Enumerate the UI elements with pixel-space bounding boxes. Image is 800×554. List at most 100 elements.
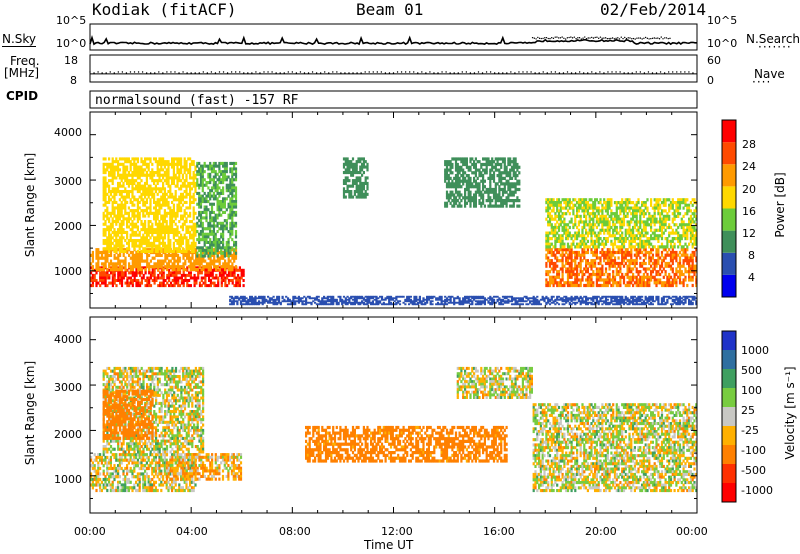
power-cell	[590, 275, 593, 279]
power-cell	[680, 270, 683, 274]
power-cell	[172, 247, 175, 251]
power-cell	[171, 230, 174, 234]
power-cell	[111, 271, 114, 275]
power-cell	[366, 184, 369, 188]
power-cell	[682, 283, 685, 288]
power-cell	[444, 176, 447, 180]
power-cell	[597, 242, 600, 246]
power-cell	[601, 228, 604, 232]
power-cell	[592, 214, 595, 218]
power-cell	[204, 265, 207, 269]
power-cell	[199, 213, 203, 217]
power-cell	[570, 234, 573, 238]
power-cell	[117, 273, 120, 277]
power-cell	[231, 178, 234, 182]
power-cell	[104, 281, 107, 285]
power-cell	[183, 171, 186, 175]
power-cell	[109, 236, 112, 240]
power-cell	[590, 248, 593, 252]
power-cell	[633, 275, 636, 279]
power-cell	[682, 272, 685, 277]
power-cell	[192, 160, 195, 164]
power-cell	[619, 223, 622, 227]
power-cell	[140, 187, 143, 191]
power-cell	[122, 217, 125, 221]
power-cbar-tick-2: 20	[742, 183, 756, 196]
power-cell	[203, 240, 206, 244]
power-cell	[153, 262, 156, 266]
power-cell	[185, 225, 188, 229]
power-cell	[223, 210, 226, 214]
power-cell	[653, 209, 656, 213]
power-cell	[220, 208, 223, 212]
power-cell	[142, 160, 145, 164]
power-cell	[205, 194, 208, 198]
power-cell	[550, 259, 553, 263]
power-cell	[139, 281, 142, 285]
power-cell	[655, 259, 658, 263]
power-cell	[604, 214, 608, 218]
power-cell	[501, 187, 505, 192]
power-cell	[644, 283, 647, 288]
power-cell	[691, 261, 694, 266]
power-cell	[148, 281, 151, 285]
power-cell	[220, 232, 223, 236]
power-cell	[178, 187, 181, 191]
power-cell	[597, 245, 600, 249]
power-cell	[149, 200, 152, 204]
power-cell	[599, 256, 602, 260]
power-cell	[592, 228, 595, 232]
power-cell	[545, 248, 548, 252]
power-cell	[588, 261, 591, 266]
power-cell	[129, 276, 133, 280]
power-cell	[158, 190, 161, 194]
power-cell	[632, 283, 635, 288]
power-cell	[202, 256, 205, 260]
power-cell	[565, 212, 568, 216]
power-cell	[604, 201, 608, 205]
power-cell	[171, 217, 174, 221]
power-cell	[201, 246, 204, 250]
power-cell	[606, 259, 609, 263]
power-cell	[201, 230, 204, 234]
power-cell	[126, 195, 129, 199]
power-cell	[126, 217, 129, 221]
power-cell	[570, 264, 573, 268]
power-cell	[178, 247, 181, 251]
power-cell	[198, 265, 201, 269]
power-cell	[145, 190, 148, 194]
power-cell	[144, 200, 147, 204]
power-cell	[574, 198, 577, 202]
power-cell	[563, 245, 566, 249]
power-cell	[180, 279, 183, 282]
power-cell	[138, 187, 141, 191]
power-cell	[198, 240, 201, 244]
power-cell	[162, 248, 165, 252]
power-cell	[120, 220, 123, 224]
power-cell	[185, 217, 188, 221]
power-cell	[673, 275, 676, 279]
power-cell	[144, 203, 147, 207]
power-cell	[659, 245, 662, 249]
power-cell	[183, 222, 186, 226]
power-cell	[657, 203, 660, 207]
power-cell	[145, 198, 148, 202]
power-cell	[644, 206, 647, 210]
power-cell	[225, 208, 228, 212]
power-cell	[162, 173, 165, 177]
power-cell	[512, 199, 515, 203]
power-cell	[229, 181, 232, 185]
power-cell	[648, 214, 651, 218]
power-cell	[133, 256, 136, 260]
power-cell	[552, 250, 555, 255]
power-cell	[144, 268, 147, 272]
power-cell	[174, 157, 177, 161]
power-cell	[485, 165, 488, 169]
power-cell	[231, 221, 234, 225]
power-cell	[595, 275, 598, 279]
power-cell	[126, 250, 129, 255]
power-cell	[590, 278, 593, 282]
power-cell	[682, 264, 685, 268]
power-cell	[648, 281, 651, 285]
power-cell	[120, 179, 123, 183]
